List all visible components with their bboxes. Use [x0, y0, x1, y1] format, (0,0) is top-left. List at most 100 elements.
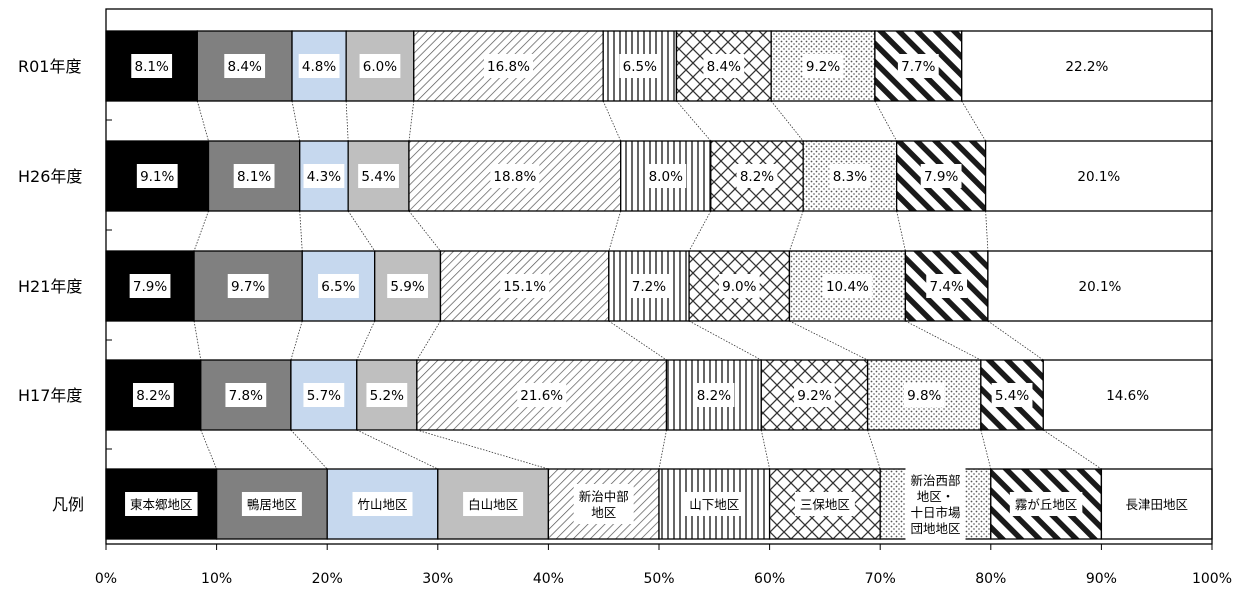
- data-label: 22.2%: [1065, 59, 1108, 75]
- data-label-box: [920, 164, 962, 188]
- data-label-box: [1103, 383, 1153, 407]
- axes: [105, 8, 1213, 550]
- x-tick-label: 20%: [312, 571, 343, 587]
- data-label: 8.2%: [740, 169, 774, 185]
- data-label-box: [303, 164, 345, 188]
- data-label-box: [802, 54, 844, 78]
- data-label: 8.2%: [136, 388, 170, 404]
- legend-label-box: [573, 484, 634, 524]
- connector-line: [602, 100, 622, 142]
- data-label-box: [298, 54, 340, 78]
- connector-lines: [193, 100, 1102, 470]
- connector-line: [961, 100, 986, 142]
- legend-row-label: 凡例: [52, 495, 84, 514]
- legend-label: 竹山地区: [357, 497, 407, 512]
- data-label-box: [227, 274, 269, 298]
- data-label: 8.3%: [833, 169, 867, 185]
- data-label-box: [358, 164, 399, 188]
- connector-line: [416, 320, 441, 361]
- connector-line: [896, 210, 906, 252]
- data-label: 9.0%: [722, 279, 756, 295]
- connector-line: [347, 210, 376, 252]
- data-label-box: [645, 164, 687, 188]
- data-label-box: [991, 383, 1033, 407]
- data-label: 8.4%: [228, 59, 262, 75]
- data-label-box: [224, 54, 266, 78]
- data-label-box: [829, 164, 871, 188]
- connector-line: [1043, 429, 1102, 470]
- legend-label: 新治西部地区・十日市場団地地区: [910, 473, 960, 536]
- x-tick-label: 90%: [1086, 571, 1117, 587]
- data-label: 9.1%: [140, 169, 174, 185]
- x-tick-label: 80%: [975, 571, 1006, 587]
- data-label-box: [822, 274, 872, 298]
- data-label: 7.4%: [929, 279, 963, 295]
- data-label-box: [136, 164, 178, 188]
- connector-line: [356, 429, 438, 470]
- legend-label-box: [1120, 492, 1193, 516]
- data-label: 14.6%: [1106, 388, 1149, 404]
- legend-label: 長津田地区: [1125, 497, 1188, 512]
- data-label: 7.7%: [901, 59, 935, 75]
- data-label-box: [703, 54, 745, 78]
- data-label: 5.2%: [370, 388, 404, 404]
- data-label-box: [483, 54, 533, 78]
- connector-line: [290, 320, 303, 361]
- connector-line: [299, 210, 303, 252]
- data-label: 16.8%: [487, 59, 530, 75]
- data-label: 5.4%: [361, 169, 395, 185]
- connector-line: [196, 100, 209, 142]
- x-tick-label: 100%: [1192, 571, 1232, 587]
- legend-label-box: [463, 492, 524, 516]
- data-label-box: [619, 54, 661, 78]
- data-label-box: [500, 274, 550, 298]
- data-label-box: [233, 164, 275, 188]
- data-label: 18.8%: [493, 169, 536, 185]
- data-label: 21.6%: [520, 388, 563, 404]
- data-label: 10.4%: [826, 279, 869, 295]
- data-label-box: [131, 54, 173, 78]
- data-label: 8.1%: [237, 169, 271, 185]
- data-label-box: [129, 274, 171, 298]
- legend-label-box: [352, 492, 413, 516]
- connector-line: [676, 100, 712, 142]
- connector-line: [980, 429, 992, 470]
- connector-line: [345, 100, 349, 142]
- data-label-box: [736, 164, 778, 188]
- data-label: 7.8%: [229, 388, 263, 404]
- legend-label: 三保地区: [800, 497, 850, 512]
- data-label: 5.7%: [307, 388, 341, 404]
- connector-line: [608, 210, 622, 252]
- data-label-box: [628, 274, 670, 298]
- connector-line: [905, 320, 982, 361]
- x-tick-label: 70%: [865, 571, 896, 587]
- data-label: 8.4%: [707, 59, 741, 75]
- data-label: 5.9%: [390, 279, 424, 295]
- bars: [105, 30, 1213, 431]
- data-label: 9.2%: [806, 59, 840, 75]
- connector-line: [200, 429, 217, 470]
- legend-label: 鴨居地区: [247, 497, 297, 512]
- legend-label-box: [241, 492, 302, 516]
- data-label: 7.9%: [133, 279, 167, 295]
- data-label-box: [132, 383, 174, 407]
- connector-line: [760, 429, 770, 470]
- data-label-box: [359, 54, 401, 78]
- data-label-box: [517, 383, 567, 407]
- connector-line: [985, 210, 989, 252]
- data-label: 8.0%: [649, 169, 683, 185]
- data-label-box: [366, 383, 408, 407]
- category-label: R01年度: [18, 57, 81, 76]
- legend-label-box: [905, 468, 966, 540]
- connector-line: [291, 100, 301, 142]
- data-label: 5.4%: [995, 388, 1029, 404]
- data-label: 7.9%: [924, 169, 958, 185]
- data-label: 6.5%: [321, 279, 355, 295]
- data-label: 7.2%: [632, 279, 666, 295]
- data-label: 9.2%: [797, 388, 831, 404]
- data-label: 8.1%: [135, 59, 169, 75]
- legend-label-box: [1009, 492, 1083, 516]
- data-label-box: [303, 383, 345, 407]
- connector-line: [688, 210, 712, 252]
